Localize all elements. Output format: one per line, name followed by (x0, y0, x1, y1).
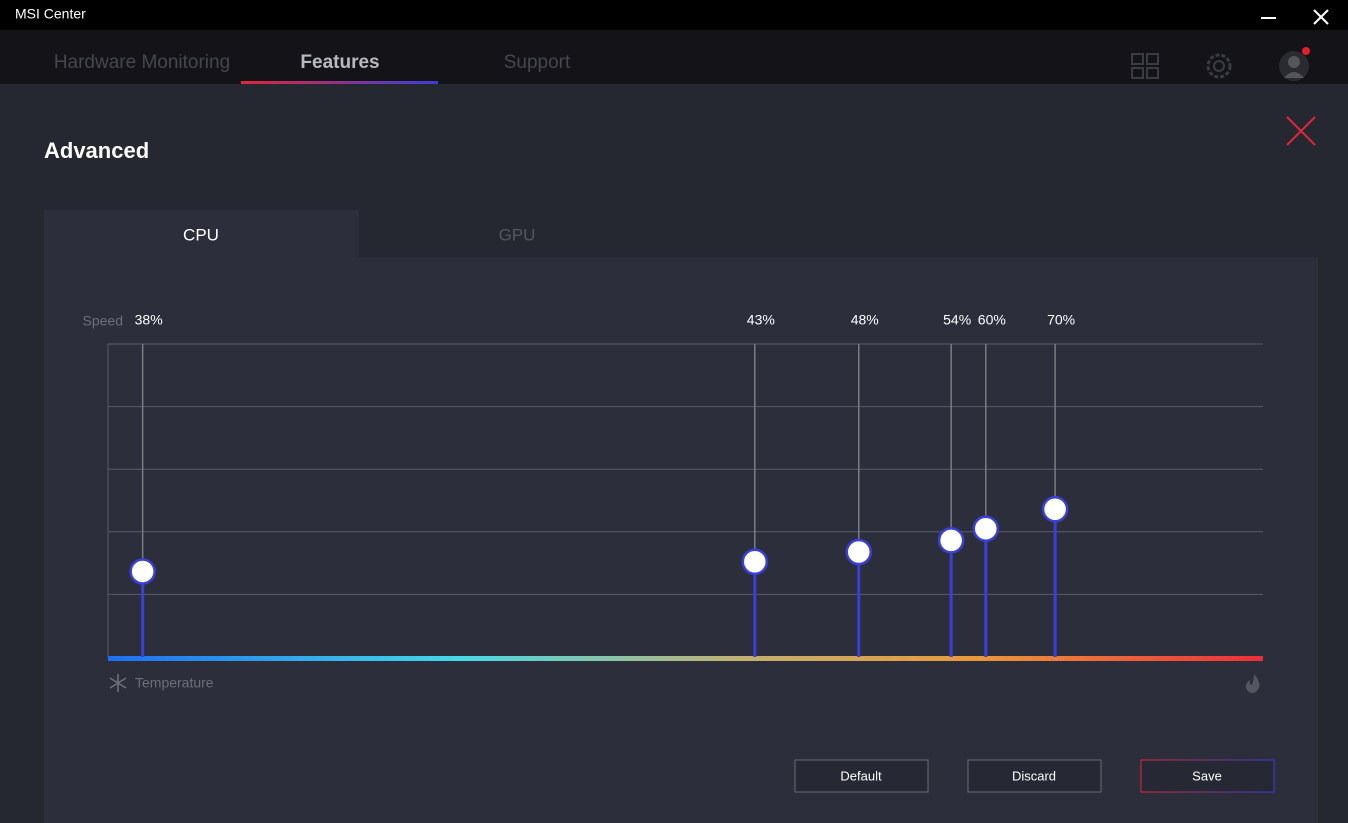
button-label[interactable]: Save (1192, 768, 1222, 783)
x-axis-label: Temperature (135, 675, 214, 691)
speed-label: 43% (747, 312, 775, 328)
nav-bar (0, 30, 1348, 84)
nav-underline (241, 81, 438, 84)
curve-point[interactable] (741, 548, 769, 575)
speed-label: 38% (135, 312, 163, 328)
speed-label: 54% (943, 312, 971, 328)
nav-tab-active[interactable]: Features (300, 52, 379, 73)
profile-icon[interactable] (1279, 47, 1310, 81)
speed-label: 48% (851, 312, 879, 328)
curve-point[interactable] (972, 515, 1000, 542)
curve-point[interactable] (1041, 495, 1069, 523)
close-panel-button[interactable] (1286, 116, 1316, 146)
window-title: MSI Center (15, 6, 86, 22)
title-bar (0, 0, 1348, 30)
settings-icon[interactable] (1206, 53, 1232, 79)
panel-title: Advanced (44, 138, 149, 163)
discard-button[interactable] (967, 759, 1102, 793)
tab-label[interactable]: GPU (499, 225, 536, 244)
speed-label: 70% (1047, 312, 1075, 328)
nav-tab[interactable]: Support (504, 52, 571, 73)
content-panel (44, 257, 1318, 823)
curve-point[interactable] (845, 538, 872, 566)
cold-icon (109, 674, 127, 692)
close-window-button[interactable] (1313, 9, 1329, 25)
speed-label: 60% (978, 312, 1006, 328)
nav-tab[interactable]: Hardware Monitoring (54, 52, 230, 73)
grid (107, 343, 1263, 657)
save-button[interactable] (1140, 759, 1275, 793)
curve-point[interactable] (937, 527, 965, 554)
tab-active[interactable] (44, 210, 359, 257)
button-label[interactable]: Default (840, 768, 882, 783)
hot-icon (1245, 674, 1260, 693)
temperature-bar (108, 656, 1263, 661)
y-axis-label: Speed (83, 313, 123, 329)
default-button[interactable] (794, 759, 929, 793)
apps-icon[interactable] (1131, 53, 1159, 79)
button-label[interactable]: Discard (1012, 768, 1056, 783)
curve-point[interactable] (129, 558, 156, 585)
fan-curve: 38% 43% 48% 54% 60% 70% (129, 312, 1075, 657)
tab-label[interactable]: CPU (183, 225, 219, 244)
